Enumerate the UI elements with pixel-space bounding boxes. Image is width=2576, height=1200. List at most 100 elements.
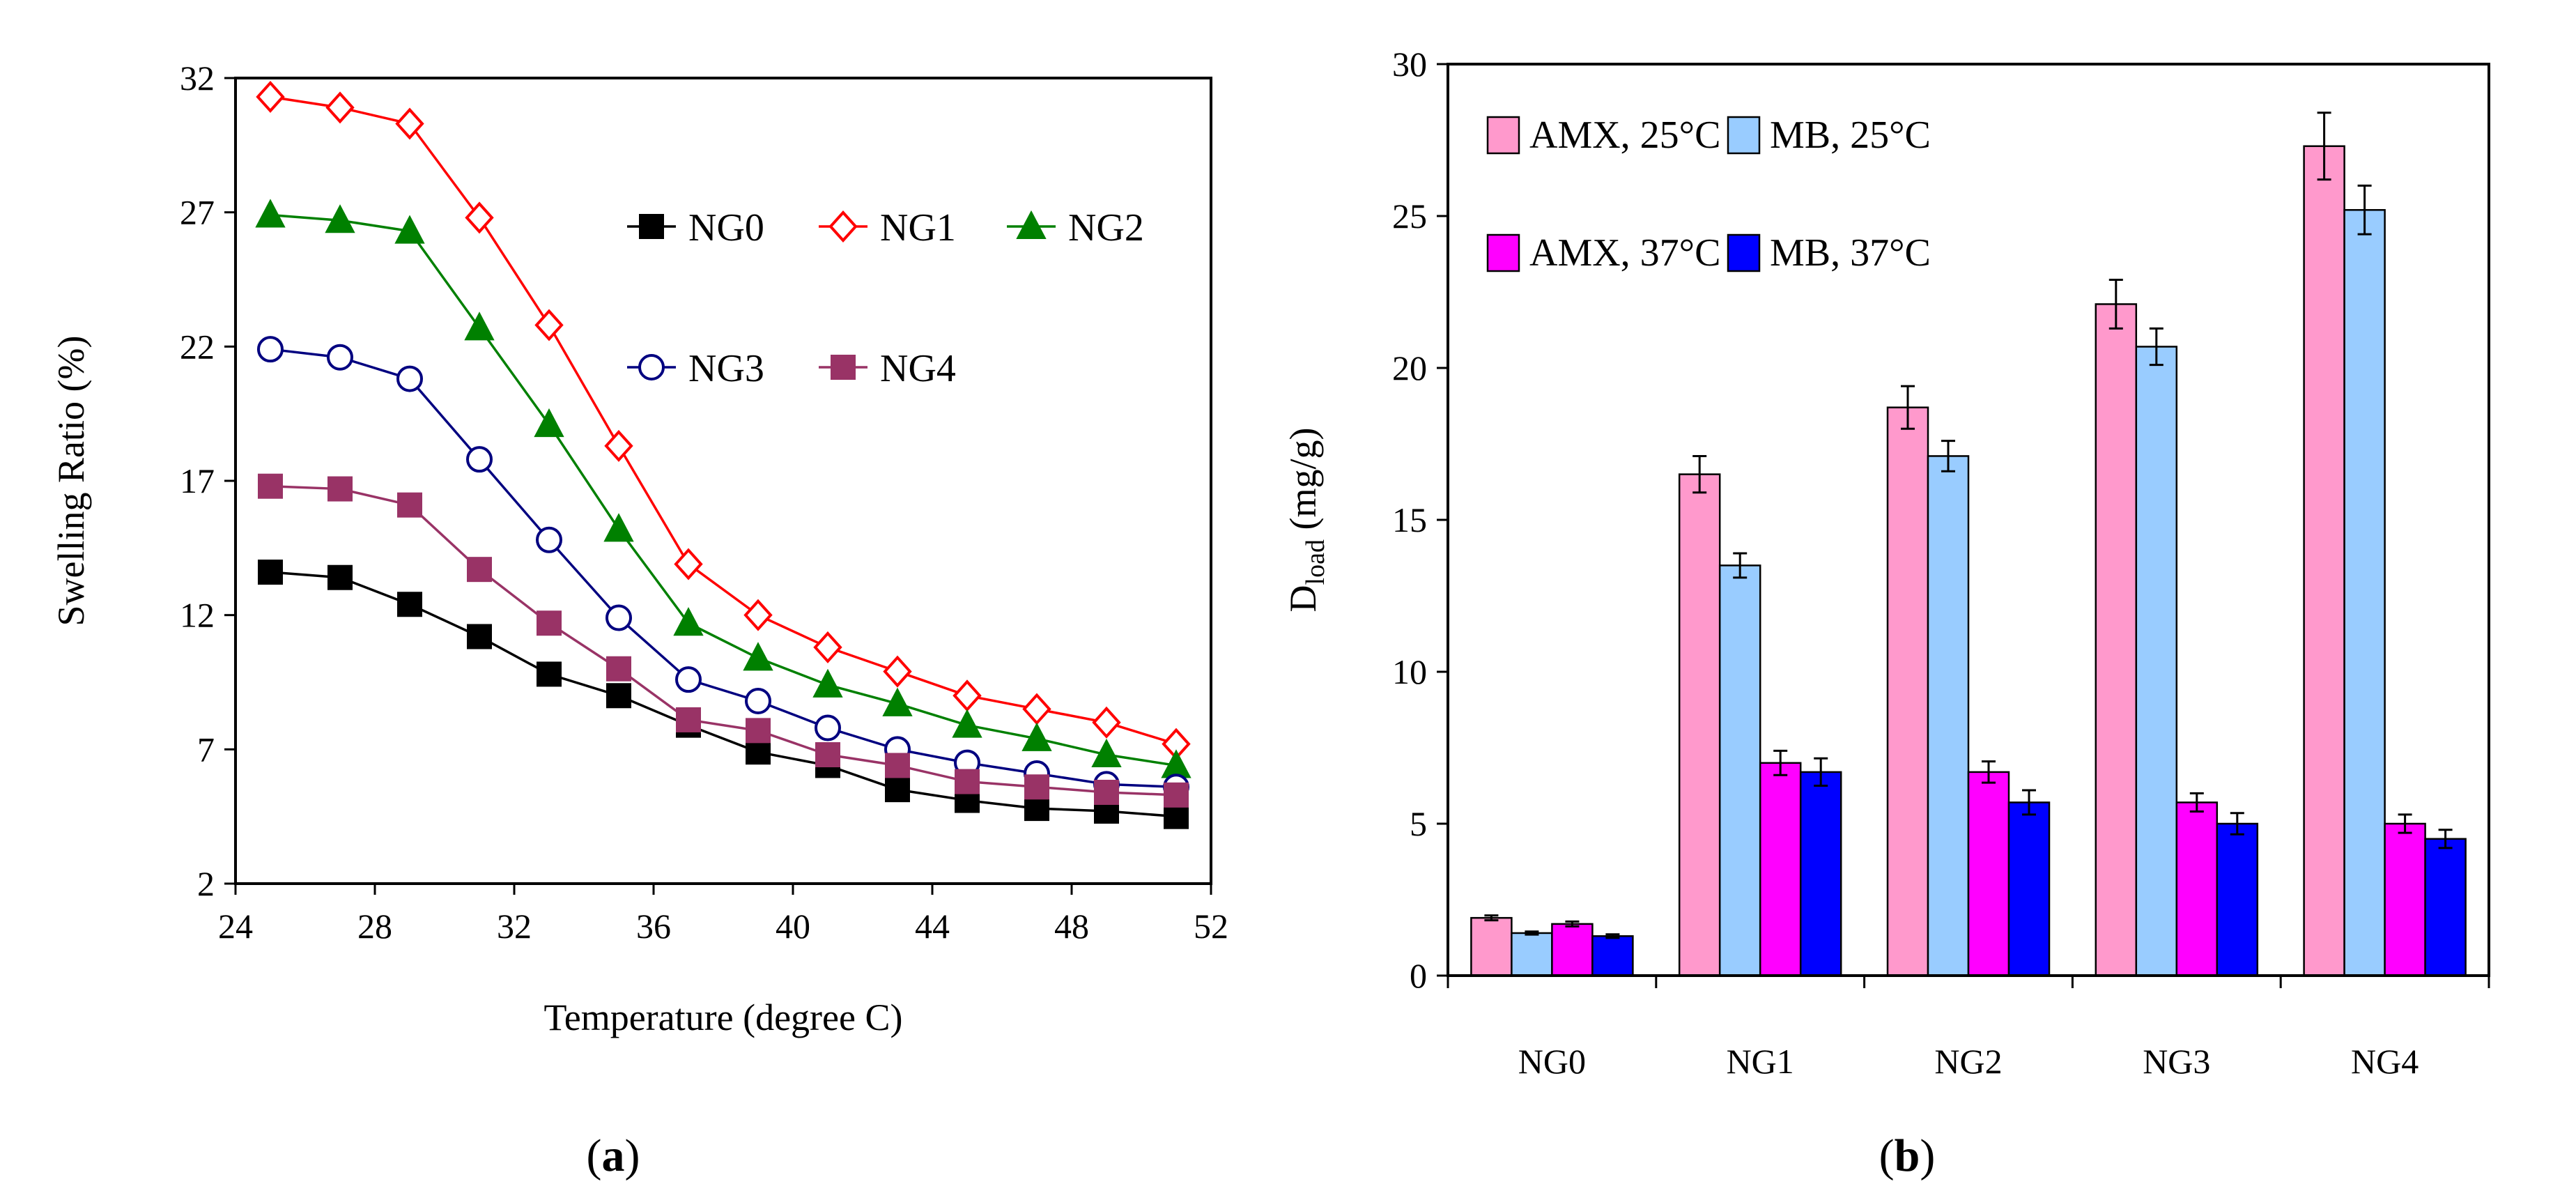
bar-ng2-series-0 [1886, 406, 1929, 977]
data-point-ng2 [743, 642, 773, 671]
data-point-ng1 [604, 429, 633, 462]
bar-ng0-series-0 [1470, 916, 1513, 977]
panel-a-y-tick-label: 12 [180, 596, 215, 635]
data-point-ng0 [467, 624, 492, 649]
bar-ng3-series-3 [2216, 822, 2259, 977]
panel-b-y-tick-label: 15 [1392, 500, 1427, 539]
panel-b-y-tick-label: 20 [1392, 348, 1427, 387]
panel-b-y-tick-label: 25 [1392, 197, 1427, 236]
legend-label-series-2: AMX, 37°C [1529, 231, 1720, 275]
panel-b-label: (b) [1879, 1130, 1936, 1181]
panel-a-y-tick-label: 17 [180, 461, 215, 500]
bar-ng1-series-3 [1799, 771, 1842, 977]
bar-ng4-series-2 [2384, 822, 2426, 977]
bar-ng4-series-0 [2303, 145, 2345, 977]
panel-a-legend: NG0 NG1 NG2 NG3 NG4 [627, 206, 1144, 390]
data-point-ng3 [745, 687, 771, 714]
panel-b-y-tick-label: 0 [1410, 956, 1427, 995]
data-point-ng4 [1094, 779, 1119, 805]
panel-b-category-label-ng0: NG0 [1518, 1042, 1586, 1081]
data-point-ng1 [743, 599, 773, 631]
data-point-ng0 [327, 564, 353, 590]
panel-b-y-tick-label: 30 [1392, 45, 1427, 84]
panel-b-category-label-ng2: NG2 [1934, 1042, 2002, 1081]
data-point-ng0 [1164, 803, 1189, 829]
bar-ng1-series-0 [1678, 473, 1721, 977]
panel-a-y-tick-label: 2 [197, 864, 215, 903]
data-point-ng1 [465, 201, 494, 234]
panel-b-bars [1470, 145, 2467, 977]
data-point-ng4 [606, 656, 631, 682]
data-point-ng0 [537, 661, 562, 687]
legend-label-series-1: MB, 25°C [1770, 114, 1931, 157]
panel-a-label: (a) [587, 1130, 640, 1181]
panel-a-label-letter: a [602, 1130, 625, 1181]
bar-ng4-series-3 [2424, 838, 2467, 977]
data-point-ng1 [1092, 706, 1121, 739]
panel-b-y-axis-title: Dload (mg/g) [1282, 428, 1330, 613]
data-point-ng2 [534, 408, 564, 438]
bar-ng2-series-1 [1927, 455, 1970, 977]
data-point-ng2 [673, 607, 704, 636]
data-point-ng1 [813, 631, 842, 663]
legend-label-ng3: NG3 [688, 347, 764, 390]
bar-ng0-series-2 [1551, 923, 1594, 977]
legend-swatch-series-1 [1727, 116, 1761, 155]
legend-label-ng1: NG1 [880, 206, 956, 249]
data-point-ng4 [258, 473, 283, 499]
data-point-ng1 [674, 548, 703, 580]
panel-b-y-axis-title-subscript: load [1301, 539, 1330, 585]
panel-b-y-axis-title-unit: (mg/g) [1282, 428, 1324, 539]
legend-marker-ng3 [638, 354, 665, 380]
bar-ng3-series-1 [2135, 346, 2178, 977]
data-point-ng4 [397, 492, 422, 518]
data-point-ng4 [1024, 774, 1049, 800]
data-point-ng2 [603, 513, 634, 542]
data-point-ng3 [606, 604, 632, 631]
legend-swatch-series-2 [1486, 233, 1520, 272]
panel-a-x-tick-label: 32 [497, 907, 532, 946]
panel-b-category-label-ng4: NG4 [2351, 1042, 2419, 1081]
data-point-ng3 [257, 336, 284, 363]
data-point-ng2 [464, 311, 495, 341]
panel-b-legend: AMX, 25°C MB, 25°C AMX, 37°C MB, 37°C [1486, 114, 1931, 275]
panel-b-y-tick-label: 10 [1392, 652, 1427, 691]
panel-a-x-tick-label: 36 [636, 907, 671, 946]
panel-a-x-axis-title: Temperature (degree C) [544, 997, 903, 1038]
data-point-ng0 [606, 683, 631, 709]
series-line-ng2 [270, 213, 1177, 767]
panel-a-x-tick-label: 24 [218, 907, 253, 946]
data-point-ng4 [537, 610, 562, 636]
panel-a-y-tick-label: 7 [197, 730, 215, 769]
legend-label-series-3: MB, 37°C [1770, 231, 1931, 275]
data-point-ng3 [396, 365, 423, 392]
panel-b-y-tick-label: 5 [1410, 804, 1427, 843]
data-point-ng3 [536, 526, 562, 553]
data-point-ng3 [675, 666, 702, 693]
panel-a-y-tick-label: 32 [180, 59, 215, 98]
data-point-ng4 [885, 753, 910, 778]
panel-b-error-bars [1484, 111, 2453, 939]
panel-a-x-tick-label: 52 [1194, 907, 1228, 946]
legend-label-ng4: NG4 [880, 347, 956, 390]
data-point-ng4 [676, 707, 701, 732]
data-point-ng0 [885, 777, 910, 803]
panel-b-bar-chart: 0 5 10 15 20 25 30 NG0 NG1 NG2 NG3 NG4 AMX, 25°C MB,… [1282, 45, 2490, 1181]
data-point-ng1 [534, 309, 564, 341]
data-point-ng3 [327, 344, 353, 371]
panel-a-x-tick-label: 40 [776, 907, 810, 946]
panel-a-y-axis-title: Swelling Ratio (%) [50, 336, 92, 626]
data-point-ng3 [815, 714, 841, 741]
legend-swatch-series-0 [1486, 116, 1520, 155]
bar-ng3-series-0 [2095, 303, 2138, 977]
data-point-ng0 [397, 592, 422, 617]
panel-b-label-letter: b [1895, 1130, 1920, 1181]
data-point-ng2 [255, 199, 286, 228]
bar-ng3-series-2 [2175, 801, 2219, 977]
data-point-ng1 [325, 91, 355, 124]
legend-marker-ng4 [831, 355, 856, 380]
data-point-ng0 [1024, 796, 1049, 822]
legend-label-ng0: NG0 [688, 206, 764, 249]
